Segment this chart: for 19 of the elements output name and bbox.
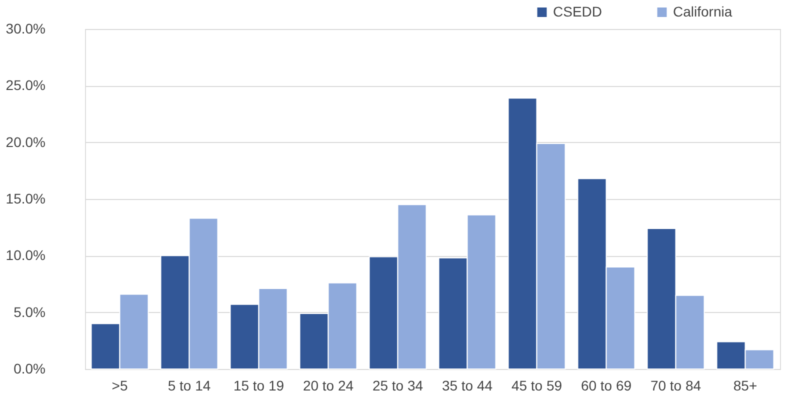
x-tick-label: 85+ <box>733 378 758 394</box>
x-tick-label: 15 to 19 <box>233 378 284 394</box>
y-tick-label: 20.0% <box>6 134 46 150</box>
y-tick-label: 25.0% <box>6 77 46 94</box>
x-tick-label: >5 <box>112 378 128 394</box>
x-tick-label: 70 to 84 <box>650 378 702 394</box>
x-tick-label: 60 to 69 <box>580 378 632 394</box>
y-tick-label: 5.0% <box>14 304 46 320</box>
x-tick-label: 20 to 24 <box>302 378 354 394</box>
x-tick-label: 35 to 44 <box>442 378 493 394</box>
y-tick-label: 15.0% <box>6 190 46 206</box>
x-tick-label: 25 to 34 <box>372 378 424 394</box>
y-tick-label: 0.0% <box>14 360 46 376</box>
y-tick-label: 30.0% <box>6 20 46 36</box>
x-tick-label: 45 to 59 <box>511 378 562 394</box>
x-tick-label: 5 to 14 <box>168 378 211 394</box>
y-tick-label: 10.0% <box>6 247 46 264</box>
legend-label: CSEDD <box>553 3 602 20</box>
legend-label: California <box>673 3 732 20</box>
